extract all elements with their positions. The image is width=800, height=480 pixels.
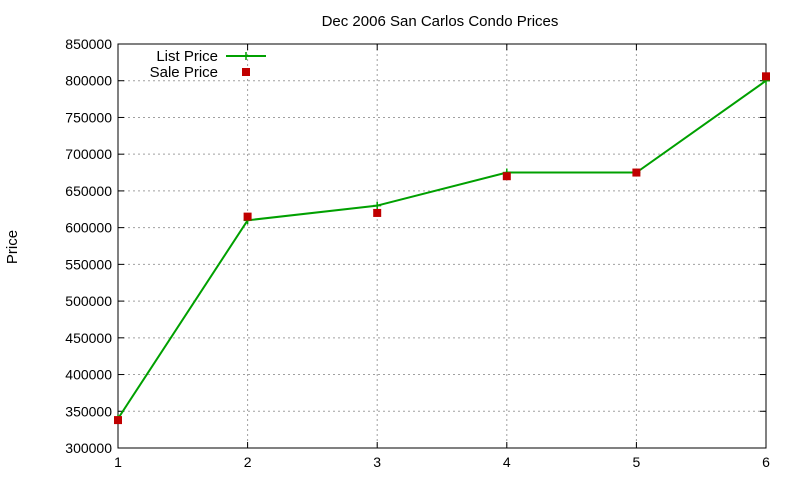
y-tick-label: 600000 (65, 220, 112, 236)
data-point-sale-price (114, 416, 122, 425)
y-tick-label: 750000 (65, 109, 112, 125)
y-tick-label: 650000 (65, 183, 112, 199)
y-tick-label: 400000 (65, 367, 112, 383)
data-point-list-price (373, 201, 382, 210)
series-line-list-price (117, 79, 767, 420)
y-tick-label: 300000 (65, 440, 112, 456)
data-point-sale-price (632, 168, 641, 177)
data-point-sale-price (502, 172, 511, 181)
x-tick-label: 4 (503, 454, 511, 470)
y-tick-label: 800000 (65, 73, 112, 89)
x-tick-label: 6 (762, 454, 770, 470)
y-tick-label: 350000 (65, 403, 112, 419)
grid (117, 43, 767, 449)
tick-labels: 300000 350000 400000 450000 500000 550000 6000… (65, 36, 770, 470)
legend-marker-square (242, 68, 250, 76)
data-point-sale-price (373, 208, 382, 217)
y-tick-label: 500000 (65, 293, 112, 309)
y-tick-label: 850000 (65, 36, 112, 52)
y-tick-label: 450000 (65, 330, 112, 346)
plot-frame (117, 43, 767, 449)
series (114, 72, 770, 425)
legend-label: List Price (156, 48, 218, 65)
x-tick-label: 5 (633, 454, 641, 470)
y-tick-label: 550000 (65, 256, 112, 272)
data-point-sale-price (243, 212, 252, 221)
data-point-sale-price (762, 72, 770, 81)
x-tick-label: 1 (114, 454, 122, 470)
y-axis-label: Price (4, 230, 21, 264)
legend-label: Sale Price (150, 64, 218, 81)
x-tick-label: 2 (244, 454, 252, 470)
x-tick-label: 3 (373, 454, 381, 470)
y-tick-label: 700000 (65, 146, 112, 162)
chart-title: Dec 2006 San Carlos Condo Prices (322, 13, 559, 30)
